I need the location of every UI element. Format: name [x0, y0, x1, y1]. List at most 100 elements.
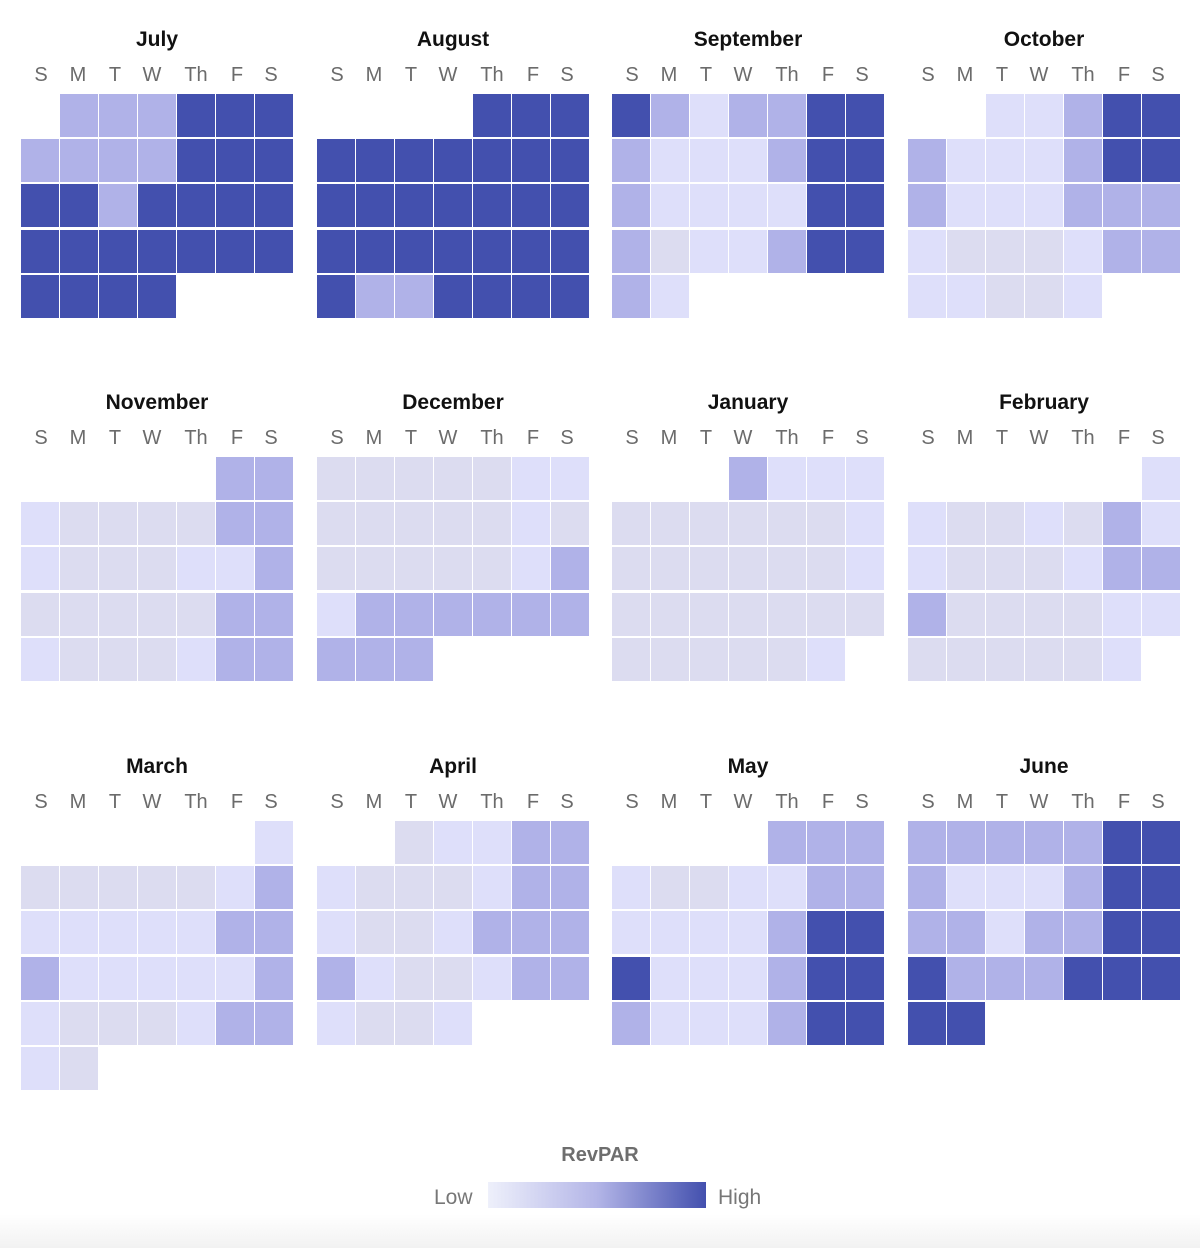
day-cell	[356, 956, 394, 1000]
day-cell	[690, 184, 728, 228]
weekday-label: T	[699, 427, 713, 449]
day-cell	[21, 184, 59, 228]
day-cell	[846, 1001, 884, 1045]
day-cell	[947, 956, 985, 1000]
weekday-header: S M T W Th F S	[612, 791, 890, 815]
day-cell	[60, 592, 98, 636]
day-cell	[512, 911, 550, 955]
day-cell	[908, 502, 946, 546]
day-cell	[690, 956, 728, 1000]
day-cell	[1025, 139, 1063, 183]
day-cell	[60, 1001, 98, 1045]
day-cell	[651, 637, 689, 681]
day-cell	[690, 1001, 728, 1045]
weekday-label: T	[108, 427, 122, 449]
day-cell	[768, 184, 806, 228]
day-cell	[1025, 592, 1063, 636]
day-cell	[651, 956, 689, 1000]
day-cell	[216, 547, 254, 591]
day-cell	[612, 139, 650, 183]
day-cell	[846, 457, 884, 500]
day-cell	[986, 184, 1024, 228]
day-cell	[99, 229, 137, 273]
day-cell	[177, 547, 215, 591]
weekday-label: S	[855, 427, 869, 449]
weekday-label: F	[821, 64, 835, 86]
day-cell	[651, 139, 689, 183]
day-cell	[1103, 94, 1141, 137]
day-cell	[216, 1001, 254, 1045]
day-cell	[138, 1001, 176, 1045]
day-cell	[1142, 866, 1180, 910]
day-cell	[512, 184, 550, 228]
weekday-label: Th	[1071, 791, 1095, 813]
day-cell	[908, 821, 946, 864]
day-cell	[807, 637, 845, 681]
day-cell	[729, 139, 767, 183]
day-cell	[99, 956, 137, 1000]
day-cell	[1103, 637, 1141, 681]
day-cell	[1142, 547, 1180, 591]
day-grid	[612, 94, 890, 374]
day-cell	[729, 94, 767, 137]
day-cell	[807, 911, 845, 955]
weekday-label: T	[995, 427, 1009, 449]
weekday-label: Th	[184, 64, 208, 86]
day-cell	[473, 229, 511, 273]
day-cell	[612, 547, 650, 591]
day-cell	[846, 184, 884, 228]
weekday-label: M	[365, 427, 383, 449]
day-cell	[255, 457, 293, 500]
weekday-label: M	[660, 791, 678, 813]
day-cell	[317, 1001, 355, 1045]
weekday-label: S	[264, 427, 278, 449]
day-cell	[551, 184, 589, 228]
day-cell	[651, 184, 689, 228]
day-cell	[317, 547, 355, 591]
day-cell	[1142, 229, 1180, 273]
weekday-label: S	[625, 64, 639, 86]
day-cell	[1142, 592, 1180, 636]
month-title: October	[1003, 28, 1085, 51]
day-cell	[473, 547, 511, 591]
weekday-label: S	[921, 791, 935, 813]
day-cell	[512, 866, 550, 910]
day-cell	[317, 274, 355, 318]
day-cell	[138, 592, 176, 636]
day-cell	[356, 139, 394, 183]
day-cell	[768, 956, 806, 1000]
weekday-label: M	[69, 791, 87, 813]
day-cell	[1064, 274, 1102, 318]
weekday-label: S	[264, 64, 278, 86]
day-cell	[651, 866, 689, 910]
day-cell	[1025, 866, 1063, 910]
day-cell	[216, 637, 254, 681]
day-cell	[395, 229, 433, 273]
day-grid	[612, 821, 890, 1101]
weekday-header: S M T W Th F S	[612, 427, 890, 451]
day-cell	[255, 139, 293, 183]
day-cell	[356, 229, 394, 273]
day-cell	[99, 274, 137, 318]
day-cell	[434, 274, 472, 318]
day-cell	[1025, 911, 1063, 955]
day-cell	[99, 911, 137, 955]
day-cell	[729, 502, 767, 546]
weekday-label: Th	[1071, 64, 1095, 86]
day-cell	[317, 592, 355, 636]
day-cell	[947, 1001, 985, 1045]
day-cell	[729, 1001, 767, 1045]
day-cell	[986, 139, 1024, 183]
weekday-label: M	[956, 427, 974, 449]
day-cell	[356, 274, 394, 318]
day-cell	[434, 866, 472, 910]
month-title: July	[135, 28, 179, 51]
day-cell	[1064, 229, 1102, 273]
day-cell	[216, 956, 254, 1000]
day-cell	[908, 184, 946, 228]
day-cell	[947, 592, 985, 636]
day-cell	[434, 139, 472, 183]
day-cell	[986, 592, 1024, 636]
day-cell	[729, 184, 767, 228]
day-cell	[551, 821, 589, 864]
